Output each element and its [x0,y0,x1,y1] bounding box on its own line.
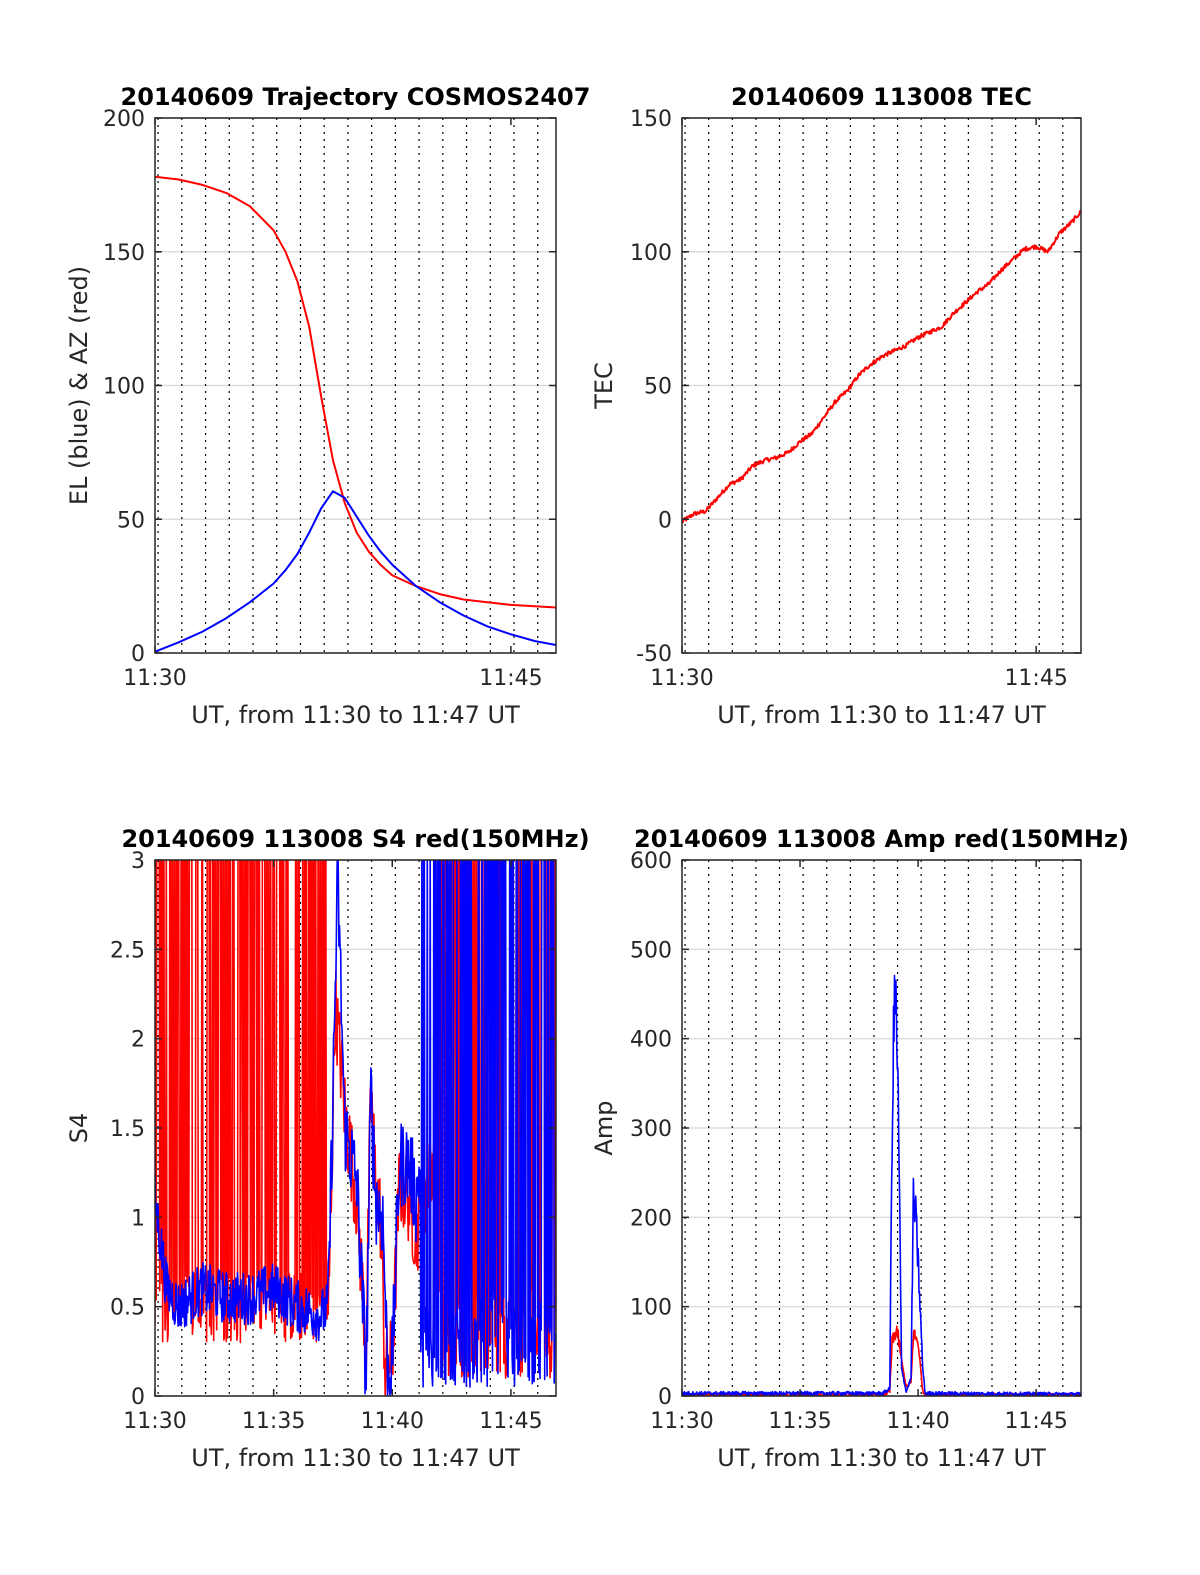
y-tick-label: 1 [131,1206,145,1231]
x-tick-label: 11:30 [650,1409,713,1434]
series-line-blue [155,490,556,653]
y-tick-label: 0 [131,1385,145,1410]
y-axis-label: TEC [590,362,618,410]
series-group [682,974,1081,1396]
y-tick-label: 0 [658,508,672,533]
chart-panel-3: 0 0.5 1 1.5 2 2.5 3 11:30 11:35 11:40 11:45 2014060… [65,825,590,1472]
y-tick-label: -50 [636,642,672,667]
x-tick-label: 11:40 [886,1409,949,1434]
x-axis-label: UT, from 11:30 to 11:47 UT [191,701,520,729]
y-axis-label: EL (blue) & AZ (red) [65,266,93,505]
series-line-red [682,1325,1081,1396]
x-tick-label: 11:30 [650,666,713,691]
series-line-red [155,175,556,609]
series-line-red [155,860,556,1396]
y-tick-label: 50 [644,375,672,400]
y-tick-label: 100 [103,375,145,400]
series-line-blue [155,860,556,1396]
y-tick-label: 0 [131,642,145,667]
chart-title: 20140609 113008 S4 red(150MHz) [121,825,589,853]
y-tick-label: 400 [630,1028,672,1053]
chart-title: 20140609 113008 TEC [731,83,1032,111]
y-tick-label: 200 [630,1206,672,1231]
chart-panel-2: -50 0 50 100 150 11:30 11:45 20140609 113008 TE… [590,83,1082,729]
x-tick-label: 11:45 [1004,1409,1067,1434]
y-tick-label: 2.5 [110,938,145,963]
y-tick-label: 150 [630,107,672,132]
y-axis-label: S4 [65,1113,93,1144]
series-line-red [682,210,1081,524]
y-tick-label: 500 [630,938,672,963]
x-tick-label: 11:35 [768,1409,831,1434]
y-axis-label: Amp [590,1100,618,1155]
y-tick-label: 1.5 [110,1117,145,1142]
x-tick-label: 11:45 [479,1409,542,1434]
x-axis-label: UT, from 11:30 to 11:47 UT [717,701,1046,729]
y-tick-label: 600 [630,849,672,874]
series-group [682,210,1081,524]
series-group [155,175,556,653]
y-tick-label: 300 [630,1117,672,1142]
y-tick-label: 0.5 [110,1296,145,1321]
y-tick-label: 200 [103,107,145,132]
x-axis-label: UT, from 11:30 to 11:47 UT [191,1444,520,1472]
x-tick-label: 11:30 [123,1409,186,1434]
y-tick-label: 2 [131,1028,145,1053]
y-tick-label: 100 [630,241,672,266]
y-tick-label: 3 [131,849,145,874]
chart-panel-4: 0 100 200 300 400 500 600 11:30 11:35 11:40 11:45 2… [590,825,1129,1472]
x-tick-label: 11:30 [123,666,186,691]
y-tick-label: 150 [103,241,145,266]
series-line-blue [682,974,1081,1396]
chart-panel-1: 0 50 100 150 200 11:30 11:45 20140609 Trajector… [65,83,590,729]
series-group [155,860,556,1396]
x-tick-label: 11:45 [1004,666,1067,691]
y-tick-label: 100 [630,1296,672,1321]
x-tick-label: 11:35 [242,1409,305,1434]
y-tick-label: 50 [117,508,145,533]
x-tick-label: 11:40 [361,1409,424,1434]
x-tick-label: 11:45 [479,666,542,691]
chart-title: 20140609 Trajectory COSMOS2407 [121,83,591,111]
chart-title: 20140609 113008 Amp red(150MHz) [634,825,1129,853]
y-tick-label: 0 [658,1385,672,1410]
x-axis-label: UT, from 11:30 to 11:47 UT [717,1444,1046,1472]
